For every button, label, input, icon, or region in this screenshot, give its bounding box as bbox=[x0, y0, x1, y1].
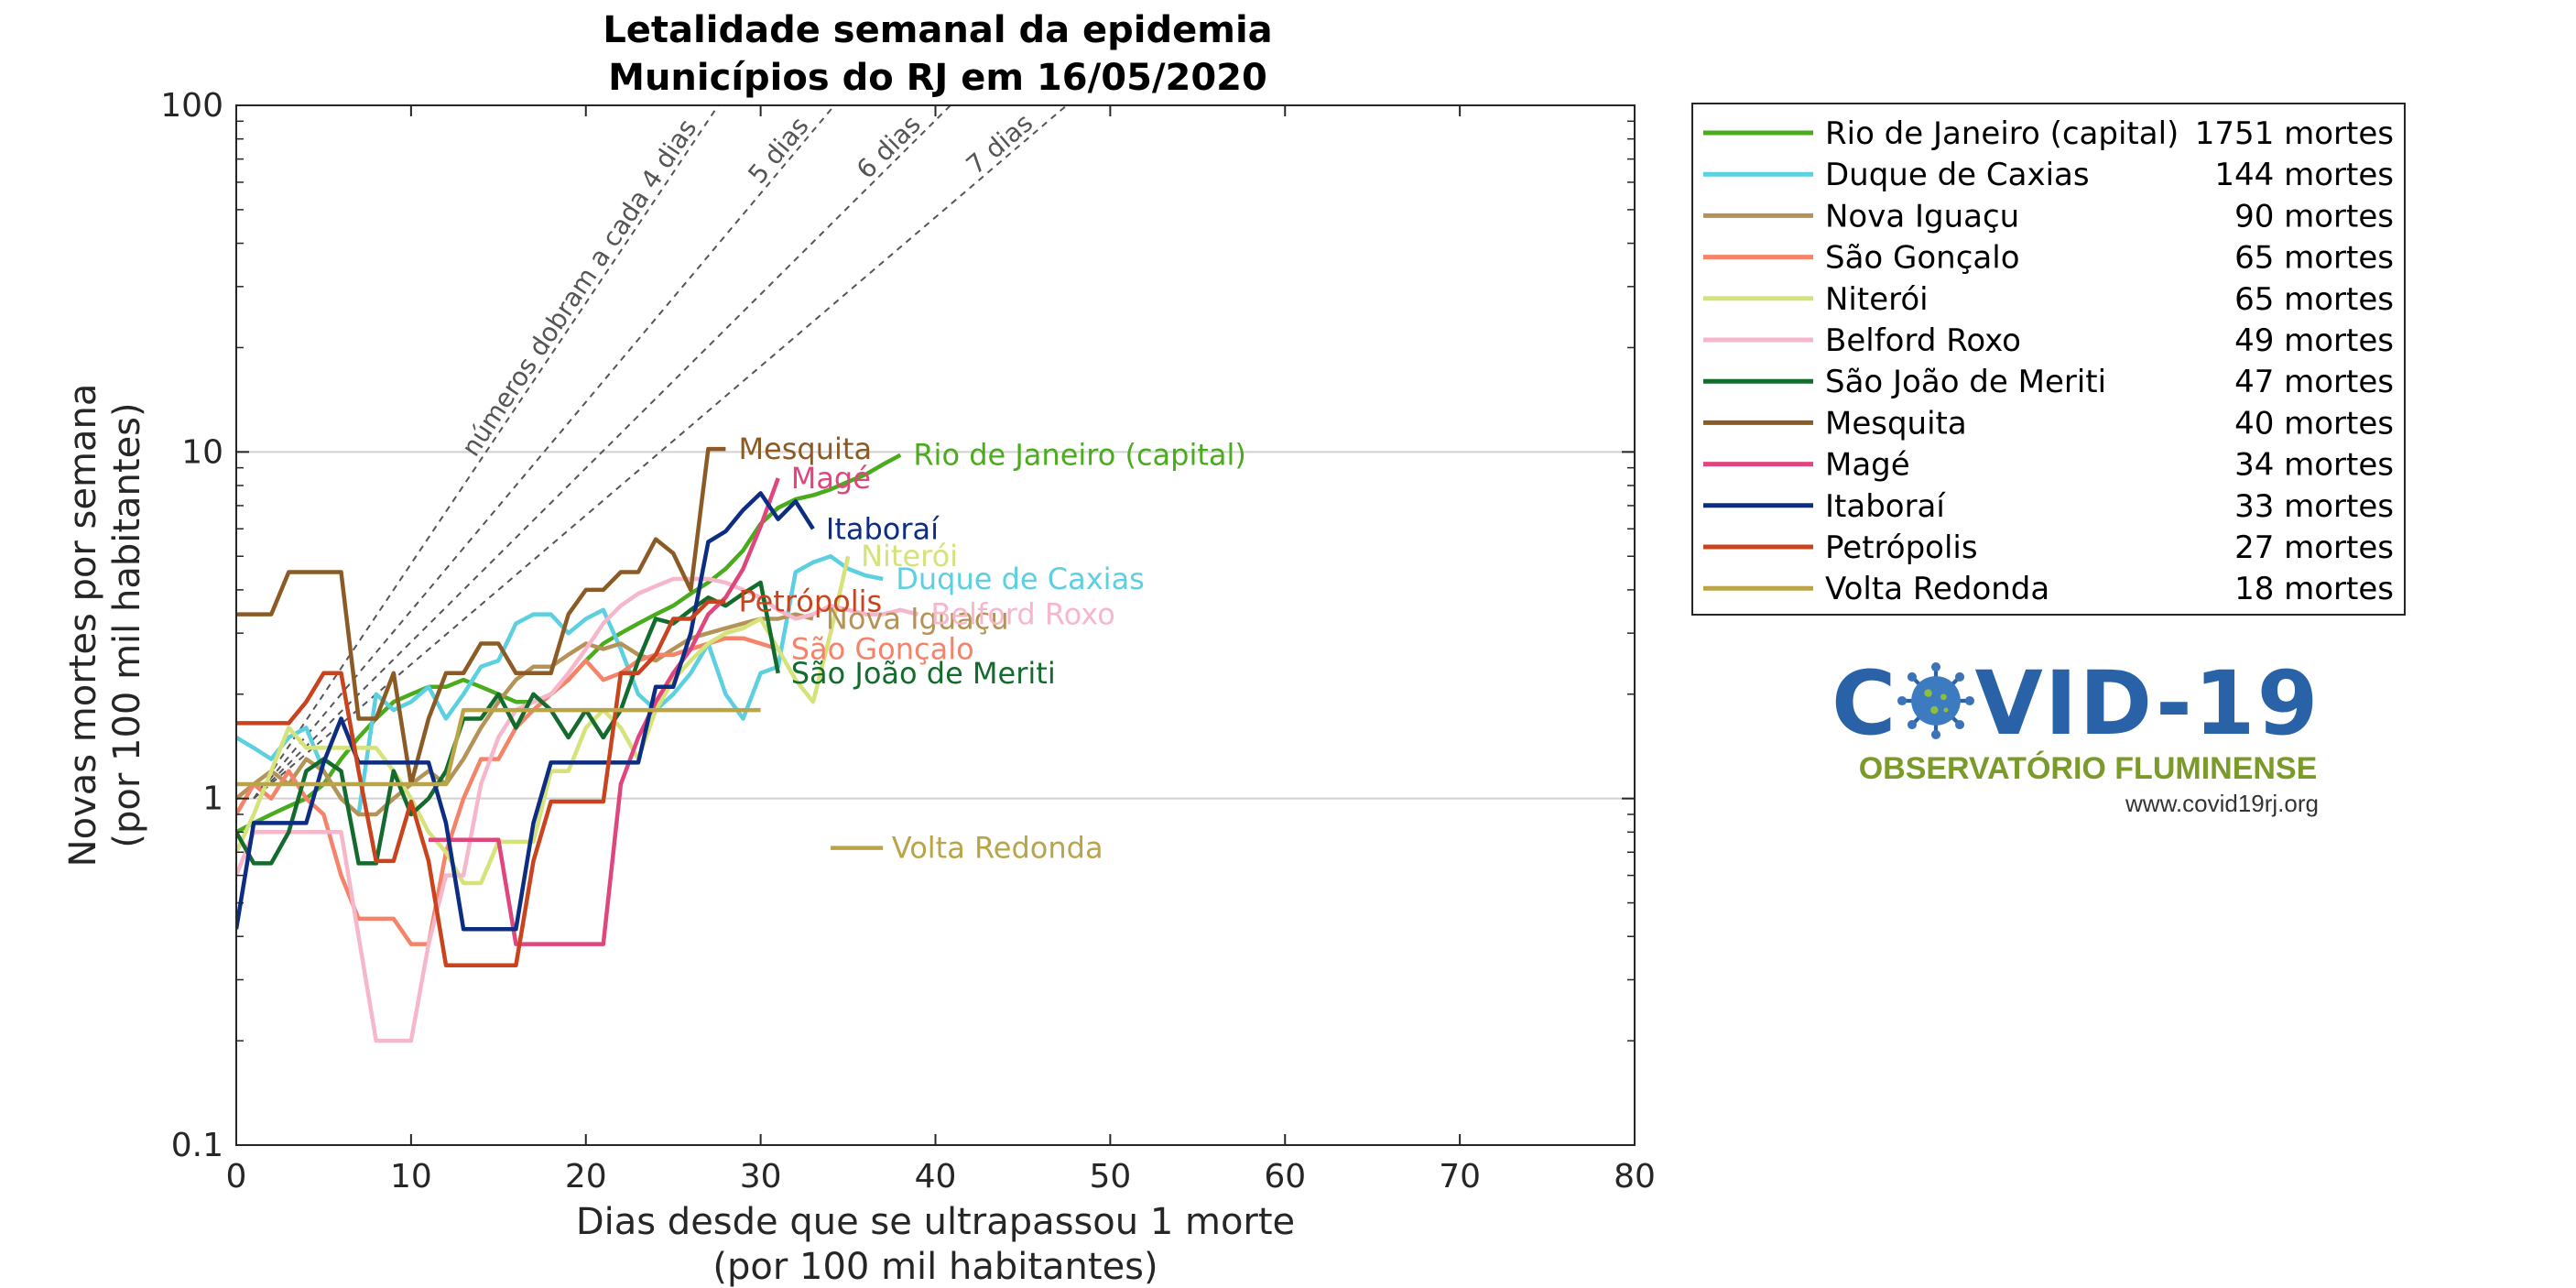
series-end-label: Nova Iguaçu bbox=[826, 601, 1009, 636]
legend-deaths: 144 mortes bbox=[2214, 157, 2394, 193]
series-line bbox=[236, 446, 726, 787]
series-end-label: Magé bbox=[791, 461, 871, 496]
x-tick-label: 20 bbox=[565, 1158, 607, 1195]
series-end-label: Petrópolis bbox=[738, 584, 882, 619]
series-end-label: Mesquita bbox=[738, 431, 872, 466]
legend-deaths: 90 mortes bbox=[2234, 198, 2394, 235]
legend-deaths: 1751 mortes bbox=[2195, 115, 2394, 152]
guide-lines bbox=[253, 105, 1069, 800]
chart-title-line2: Municípios do RJ em 16/05/2020 bbox=[608, 57, 1267, 99]
y-tick-label: 10 bbox=[181, 433, 223, 471]
logo-title-left: C bbox=[1831, 652, 1898, 755]
series-end-label: Duque de Caxias bbox=[896, 562, 1145, 596]
series-end-label: Niterói bbox=[861, 539, 958, 573]
series-end-label: Belford Roxo bbox=[930, 597, 1114, 632]
logo-title: C VID-19 bbox=[1831, 658, 2344, 749]
legend-deaths: 18 mortes bbox=[2234, 571, 2394, 607]
x-axis-label-line1: Dias desde que se ultrapassou 1 morte bbox=[576, 1201, 1295, 1243]
y-axis-label-line2: (por 100 mil habitantes) bbox=[106, 402, 148, 847]
x-tick-label: 70 bbox=[1439, 1158, 1481, 1195]
y-tick-label: 100 bbox=[160, 87, 223, 125]
logo-subtitle: OBSERVATÓRIO FLUMINENSE bbox=[1858, 751, 2318, 786]
series-end-label: São Gonçalo bbox=[791, 631, 974, 666]
legend-label: Magé bbox=[1825, 447, 1910, 484]
legend-label: São João de Meriti bbox=[1825, 364, 2106, 400]
legend-label: Duque de Caxias bbox=[1825, 157, 2090, 193]
logo-title-right: VID-19 bbox=[1974, 652, 2321, 755]
series-end-label: Rio de Janeiro (capital) bbox=[913, 438, 1246, 473]
guide-line bbox=[253, 105, 836, 800]
legend-label: Rio de Janeiro (capital) bbox=[1825, 115, 2179, 152]
legend-label: Itaboraí bbox=[1825, 488, 1946, 525]
x-tick-label: 80 bbox=[1614, 1158, 1656, 1195]
y-tick-label: 0.1 bbox=[171, 1127, 223, 1164]
legend-label: Volta Redonda bbox=[1825, 571, 2049, 607]
x-tick-label: 10 bbox=[390, 1158, 432, 1195]
legend-label: Niterói bbox=[1825, 281, 1929, 318]
legend-deaths: 65 mortes bbox=[2234, 281, 2394, 318]
legend-deaths: 49 mortes bbox=[2234, 322, 2394, 359]
legend-deaths: 65 mortes bbox=[2234, 240, 2394, 277]
y-axis-label-line1: Novas mortes por semana bbox=[62, 384, 104, 868]
y-tick-label: 1 bbox=[202, 780, 223, 818]
series-lines bbox=[236, 446, 918, 1043]
legend-deaths: 34 mortes bbox=[2234, 447, 2394, 484]
logo-url: www.covid19rj.org bbox=[2125, 790, 2319, 817]
series-line bbox=[236, 599, 726, 968]
legend-deaths: 27 mortes bbox=[2234, 529, 2394, 566]
guide-line-label: 7 dias bbox=[961, 107, 1038, 180]
x-tick-label: 0 bbox=[226, 1158, 247, 1195]
guide-line bbox=[253, 105, 1069, 800]
x-tick-label: 30 bbox=[740, 1158, 782, 1195]
virus-icon bbox=[1897, 662, 1975, 739]
x-tick-label: 60 bbox=[1264, 1158, 1306, 1195]
guide-line bbox=[253, 105, 720, 800]
series-line bbox=[236, 707, 761, 787]
guide-line-label: 5 dias bbox=[742, 111, 814, 190]
legend-label: Belford Roxo bbox=[1825, 322, 2021, 359]
x-tick-label: 40 bbox=[915, 1158, 957, 1195]
series-end-label: São João de Meriti bbox=[791, 656, 1056, 691]
series-end-label: Itaboraí bbox=[826, 511, 940, 546]
legend-label: São Gonçalo bbox=[1825, 240, 2020, 277]
legend-deaths: 33 mortes bbox=[2234, 488, 2394, 525]
chart-title-line1: Letalidade semanal da epidemia bbox=[603, 9, 1272, 51]
covid19-logo: C VID-19 OBSERVATÓRIO FLUMINENSE www.cov… bbox=[1831, 658, 2344, 823]
series-line bbox=[236, 555, 851, 886]
legend-deaths: 40 mortes bbox=[2234, 405, 2394, 442]
x-tick-label: 50 bbox=[1089, 1158, 1131, 1195]
legend: Rio de Janeiro (capital) 1751 mortes Duque… bbox=[1691, 103, 2406, 616]
legend-deaths: 47 mortes bbox=[2234, 364, 2394, 400]
legend-box bbox=[1691, 103, 2406, 616]
series-end-label: Volta Redonda bbox=[892, 831, 1103, 866]
guide-line bbox=[253, 105, 952, 800]
legend-label: Nova Iguaçu bbox=[1825, 198, 2019, 235]
x-axis-label-line2: (por 100 mil habitantes) bbox=[712, 1246, 1158, 1288]
series-line bbox=[236, 491, 815, 932]
series-line bbox=[236, 576, 918, 1043]
guide-line-label: 6 dias bbox=[851, 109, 927, 185]
legend-label: Mesquita bbox=[1825, 405, 1967, 442]
legend-label: Petrópolis bbox=[1825, 529, 1978, 566]
guide-line-label: números dobram a cada 4 dias bbox=[455, 114, 702, 462]
